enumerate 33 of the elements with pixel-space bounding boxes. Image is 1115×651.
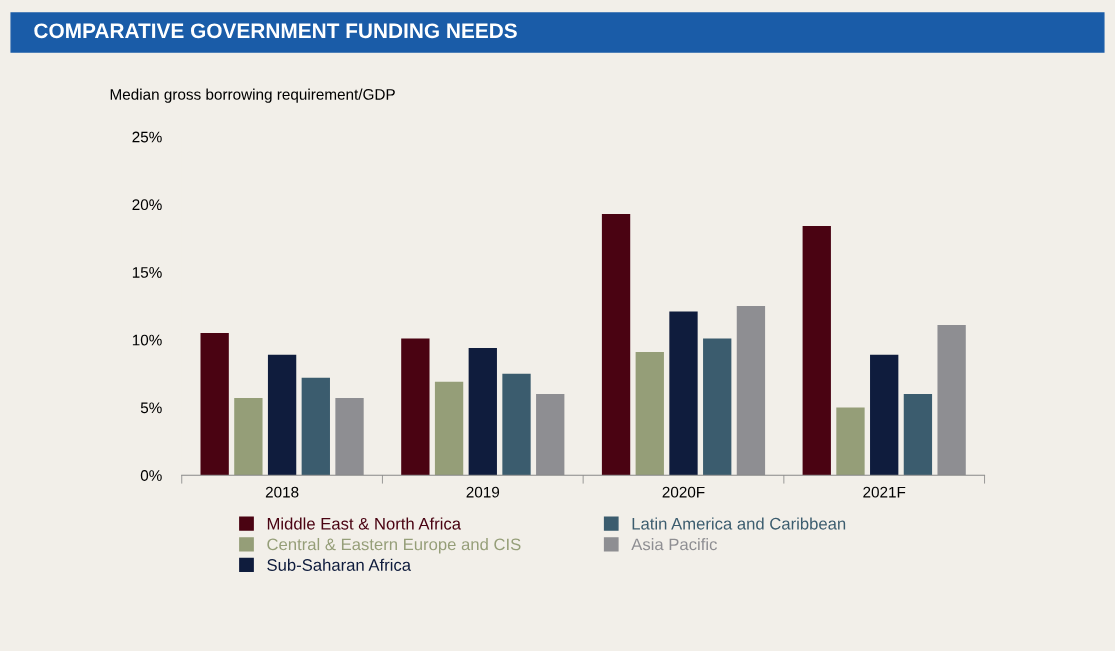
bar: [468, 347, 497, 476]
bar: [836, 407, 865, 476]
legend-label: Middle East & North Africa: [267, 517, 462, 530]
bar: [870, 354, 899, 476]
x-tick-label: 2020F: [662, 486, 705, 498]
bar: [703, 338, 732, 476]
bar: [635, 352, 664, 476]
x-tick-label: 2018: [265, 486, 299, 498]
x-tick-label: 2019: [466, 486, 500, 498]
y-tick-label: 0%: [140, 470, 162, 481]
chart-title: COMPARATIVE GOVERNMENT FUNDING NEEDS: [34, 23, 517, 39]
bar: [903, 393, 933, 476]
legend-label: Sub-Saharan Africa: [267, 558, 412, 571]
legend-label: Central & Eastern Europe and CIS: [267, 538, 521, 554]
bar: [802, 226, 831, 476]
y-tick-label: 25%: [132, 131, 162, 143]
y-tick-label: 10%: [132, 334, 162, 346]
y-tick-label: 15%: [132, 267, 162, 278]
bar: [234, 398, 263, 476]
bar: [669, 311, 698, 476]
bar: [267, 354, 297, 476]
bar: [200, 333, 229, 476]
y-axis-title: Median gross borrowing requirement/GDP: [110, 88, 395, 103]
y-tick-label: 20%: [132, 199, 162, 211]
bar: [434, 381, 464, 476]
x-tick-label: 2021F: [863, 486, 906, 498]
legend-label: Latin America and Caribbean: [632, 517, 846, 530]
bar: [601, 213, 631, 476]
bar: [401, 338, 430, 476]
bar: [301, 377, 330, 476]
legend-label: Asia Pacific: [631, 538, 717, 551]
y-tick-label: 5%: [140, 402, 162, 414]
bar: [502, 373, 531, 476]
